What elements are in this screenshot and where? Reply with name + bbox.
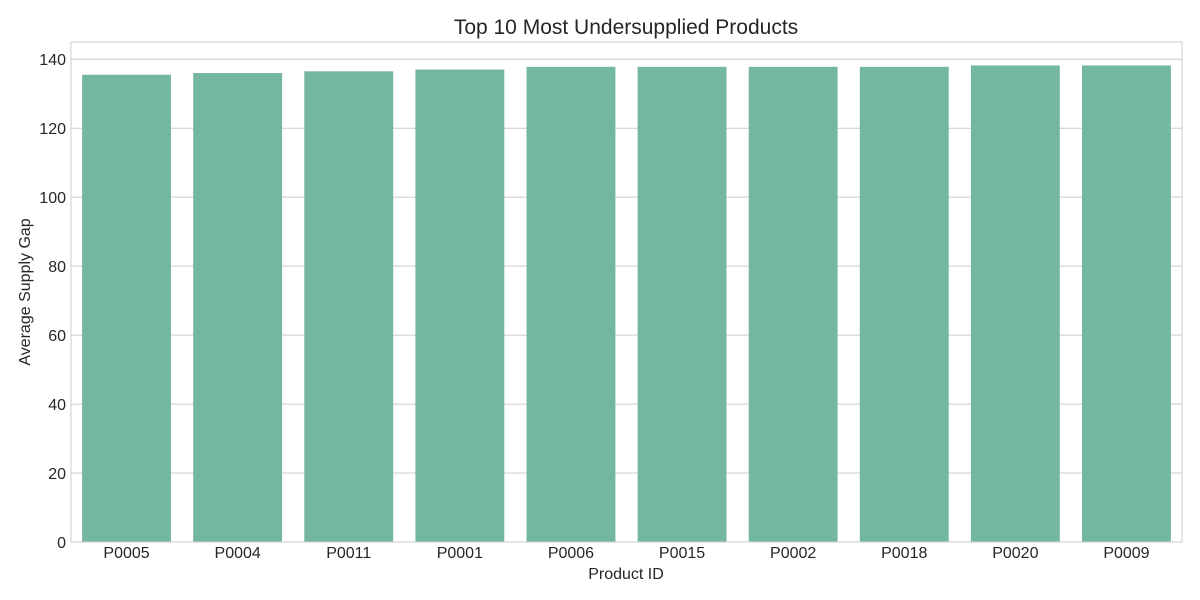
bar-p0020 xyxy=(970,65,1060,542)
bar-p0011 xyxy=(304,71,394,542)
x-tick-label: P0006 xyxy=(548,545,594,562)
x-tick-label: P0009 xyxy=(1103,545,1149,562)
y-tick-label: 60 xyxy=(48,328,66,345)
y-tick-label: 120 xyxy=(39,121,66,138)
x-axis-label: Product ID xyxy=(588,566,664,583)
chart-title: Top 10 Most Undersupplied Products xyxy=(454,16,798,39)
x-tick-label: P0015 xyxy=(659,545,705,562)
y-tick-label: 40 xyxy=(48,397,66,414)
bar-p0005 xyxy=(82,74,171,543)
x-tick-label: P0001 xyxy=(437,545,483,562)
x-tick-label: P0011 xyxy=(326,545,371,562)
y-tick-label: 100 xyxy=(39,190,66,207)
bar-p0004 xyxy=(193,73,283,542)
y-tick-label: 80 xyxy=(48,259,66,276)
bar-p0018 xyxy=(859,66,949,543)
y-axis-label: Average Supply Gap xyxy=(17,218,34,365)
bar-p0009 xyxy=(1082,65,1171,542)
x-tick-label: P0004 xyxy=(215,545,261,562)
bar-p0015 xyxy=(637,66,727,543)
bars xyxy=(82,65,1171,543)
y-tick-label: 20 xyxy=(48,466,66,483)
x-tick-label: P0018 xyxy=(881,545,927,562)
plot-frame xyxy=(70,41,1183,543)
bar-p0006 xyxy=(526,66,616,543)
x-tick-label: P0002 xyxy=(770,545,816,562)
x-tick-label: P0005 xyxy=(103,545,149,562)
y-tick-label: 140 xyxy=(39,52,66,69)
bar-p0001 xyxy=(415,69,505,542)
y-tick-labels: 0 20 40 60 80 100 120 140 xyxy=(39,52,66,552)
bar-p0002 xyxy=(748,66,838,543)
y-tick-label: 0 xyxy=(57,535,66,552)
x-tick-labels: P0005 P0004 P0011 P0001 P0006 P0015 P0002 P0018… xyxy=(103,545,1149,562)
x-tick-label: P0020 xyxy=(992,545,1038,562)
